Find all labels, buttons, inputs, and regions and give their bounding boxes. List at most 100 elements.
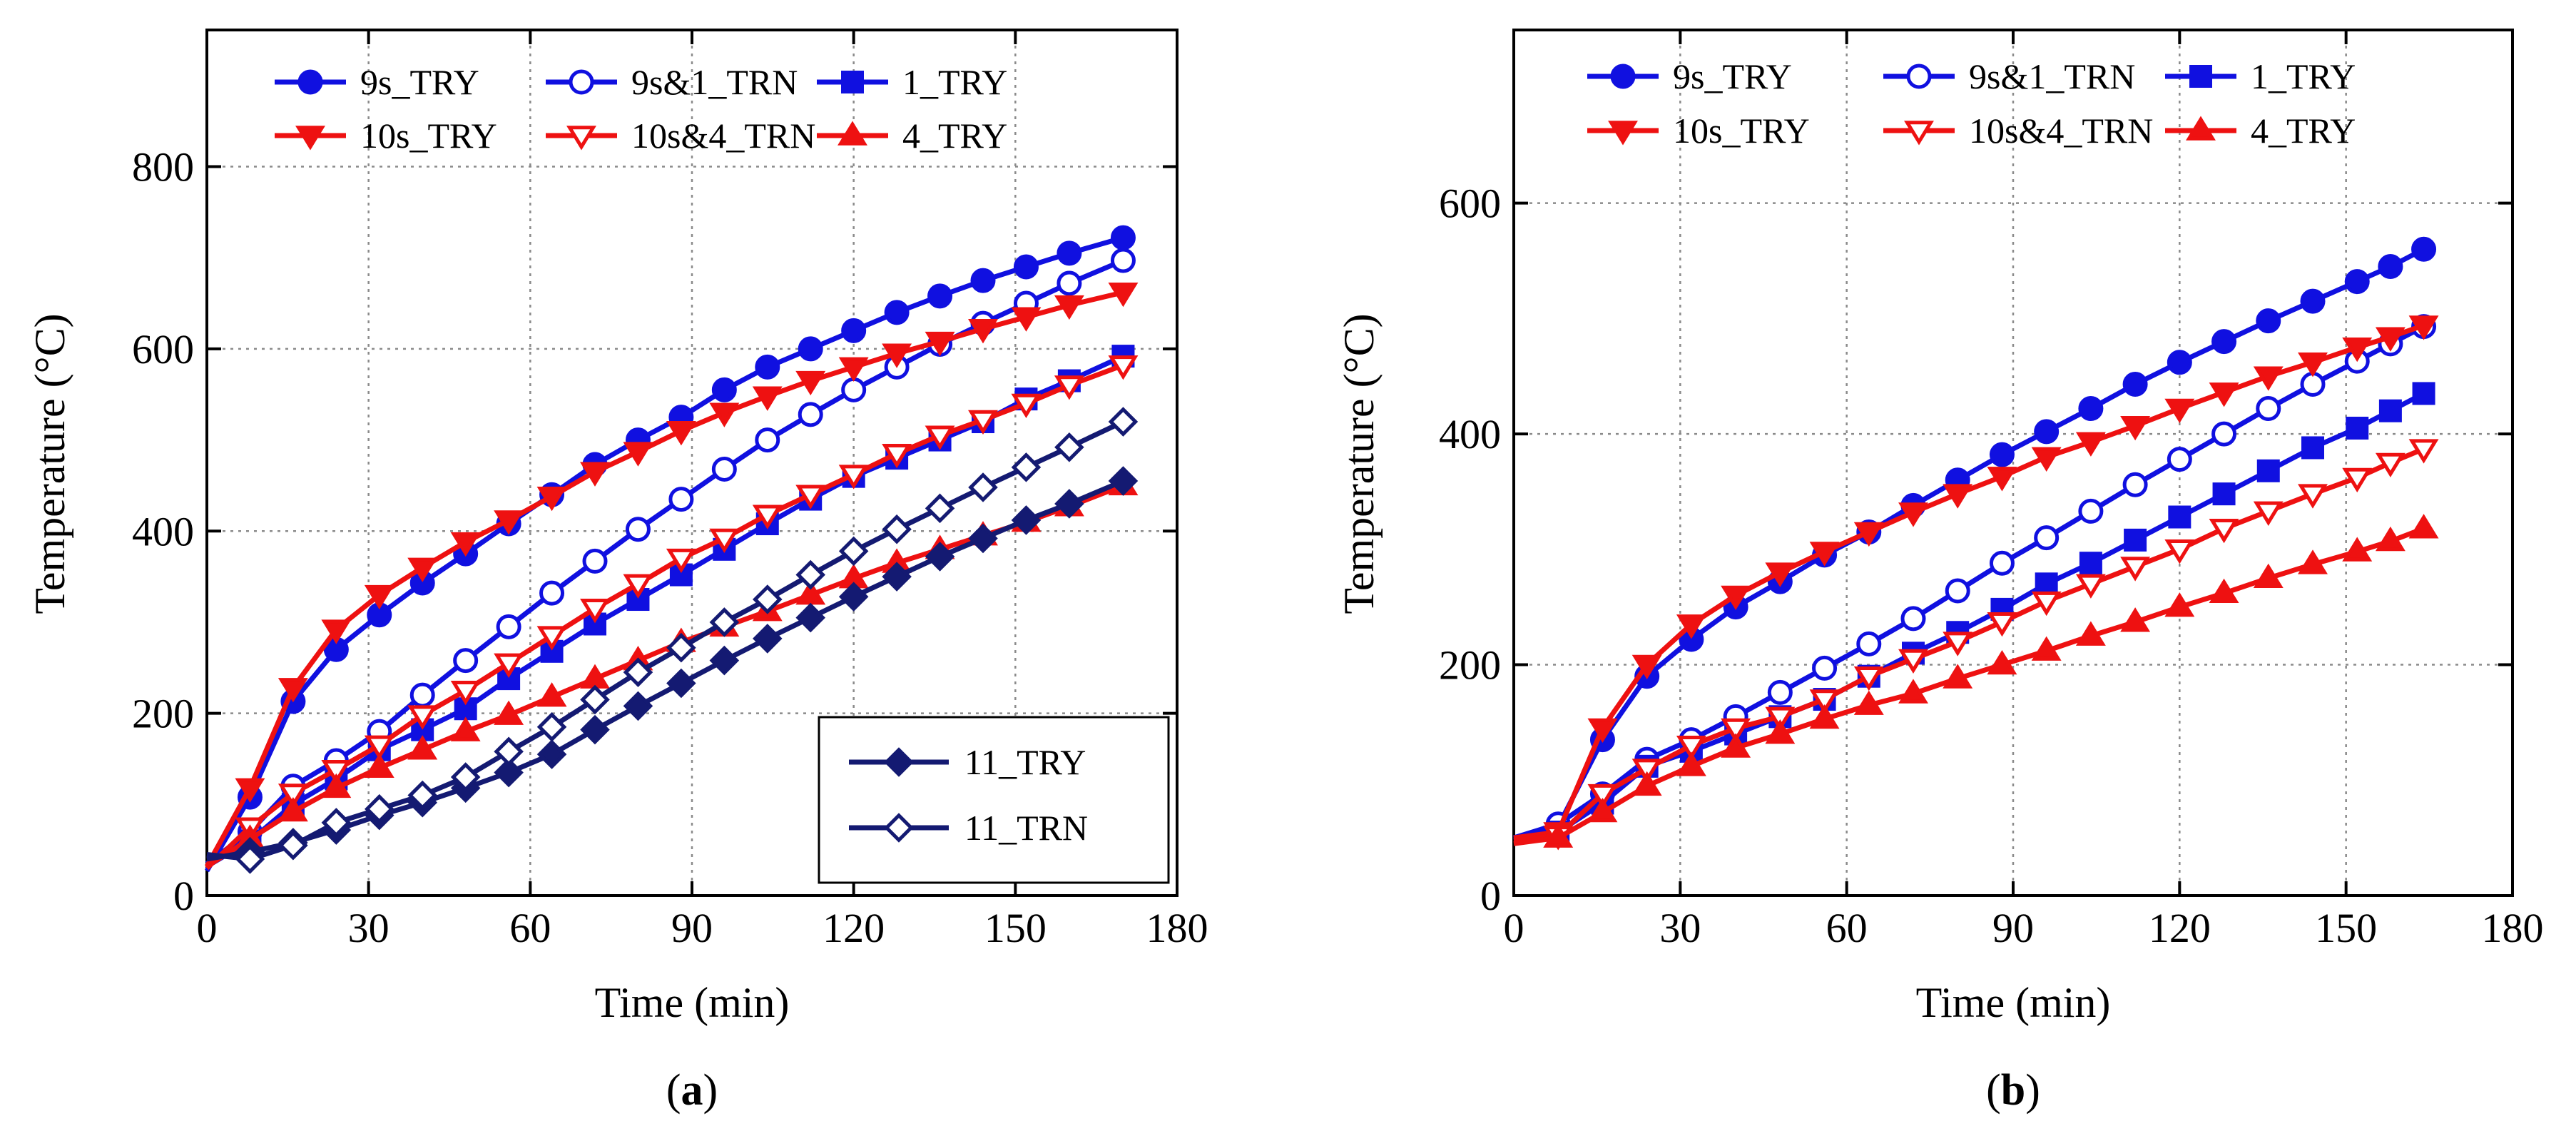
data-point [364,793,394,824]
data-point [1631,771,1662,796]
legend-entry-10s-try: 10s_TRY [1587,111,1810,151]
data-point [1108,466,1139,496]
data-point [2034,419,2060,445]
legend-entry-1-try: 1_TRY [2165,56,2356,96]
data-point [278,830,308,861]
data-point [536,486,567,512]
data-point [1054,432,1084,462]
data-point [1054,375,1084,400]
data-point [2211,329,2237,355]
data-point [450,680,481,706]
data-point [709,402,740,427]
data-point [755,427,780,453]
series-10s-and-4-trn [1513,439,2439,851]
legend-marker [295,126,325,151]
series-group-b [1512,236,2439,851]
series-line-10s-try [1513,323,2425,841]
grid-b [1514,30,2513,896]
legend-main: 9s_TRY 9s&1_TRN 1_TRY 10s_TRY 10s&4_TRN 4_TRY [1587,56,2356,151]
data-point [1587,718,1618,744]
data-point [882,443,912,469]
data-point [2209,518,2239,544]
data-point [1108,407,1139,437]
data-point [2164,592,2195,617]
data-point [1676,751,1706,776]
x-axis-title-b: Time (min) [1916,979,2111,1026]
data-point [841,377,867,402]
legend-marker [838,121,867,146]
x-tick-label: 180 [1146,905,1208,951]
data-point [752,504,783,529]
x-tick-label: 150 [984,905,1047,951]
legend-label: 10s_TRY [360,116,497,156]
data-point [2209,578,2239,604]
data-point [2256,395,2281,421]
legend-label: 9s_TRY [1673,56,1792,96]
data-point [838,536,869,567]
data-point [1943,664,1973,689]
data-point [925,493,955,524]
data-point [666,548,696,574]
chart-panel-b: 0 30 60 90 120 150 180 0 200 400 600 9s_TRY 9s&1_TR… [1335,29,2544,1115]
data-point [1989,442,2015,467]
data-point [580,714,610,745]
legend-entry-1-try: 1_TRY [817,62,1007,102]
data-point [1108,355,1139,380]
series-line-11-try [206,478,1124,862]
data-point [536,739,567,769]
data-point [2344,269,2370,295]
data-point [1587,784,1618,809]
data-point [709,607,740,637]
y-tick-label: 200 [132,691,194,737]
data-point [2342,338,2373,362]
data-point [2031,591,2062,617]
series-group-a [204,225,1139,874]
data-point [623,657,653,687]
data-point [2031,447,2062,472]
data-point [2120,607,2151,632]
data-point [1057,240,1082,266]
y-tick-label: 200 [1439,642,1501,689]
data-point [321,808,352,838]
data-point [1110,248,1136,273]
legend-label: 9s&1_TRN [1969,56,2135,96]
legend-label: 4_TRY [902,116,1007,156]
data-point [1853,666,1884,691]
data-point [2167,350,2192,375]
x-tick-label: 150 [2315,905,2377,951]
data-point [709,528,740,554]
data-point [1765,562,1796,587]
data-point [968,319,998,344]
data-point [580,462,610,487]
data-point [795,370,826,396]
legend-entry-10s-and-4-trn: 10s&4_TRN [1883,111,2153,151]
series-line-9s-and-1-trn [1512,324,2425,841]
data-point [884,300,910,325]
data-point [2375,526,2406,552]
x-tick-label: 60 [509,905,551,951]
data-point [407,735,438,760]
data-point [2408,514,2439,539]
data-point [2412,382,2435,405]
data-point [364,753,394,778]
x-tick-label: 90 [1992,905,2034,951]
data-point [925,331,955,357]
data-point [2120,415,2151,441]
data-point [2256,308,2281,334]
data-point [407,557,438,582]
data-point [2342,537,2373,562]
data-point [925,425,955,450]
data-point [2298,549,2328,574]
series-line-10s-try [204,290,1124,868]
data-point [539,580,565,606]
data-point [666,632,696,663]
data-point [2035,572,2058,596]
data-point [2122,472,2148,497]
legend-marker [566,126,596,151]
data-point [970,268,996,293]
data-point [666,421,696,446]
x-tick-label: 90 [671,905,713,951]
y-tick-label: 0 [173,873,194,919]
y-tick-label: 400 [132,508,194,554]
